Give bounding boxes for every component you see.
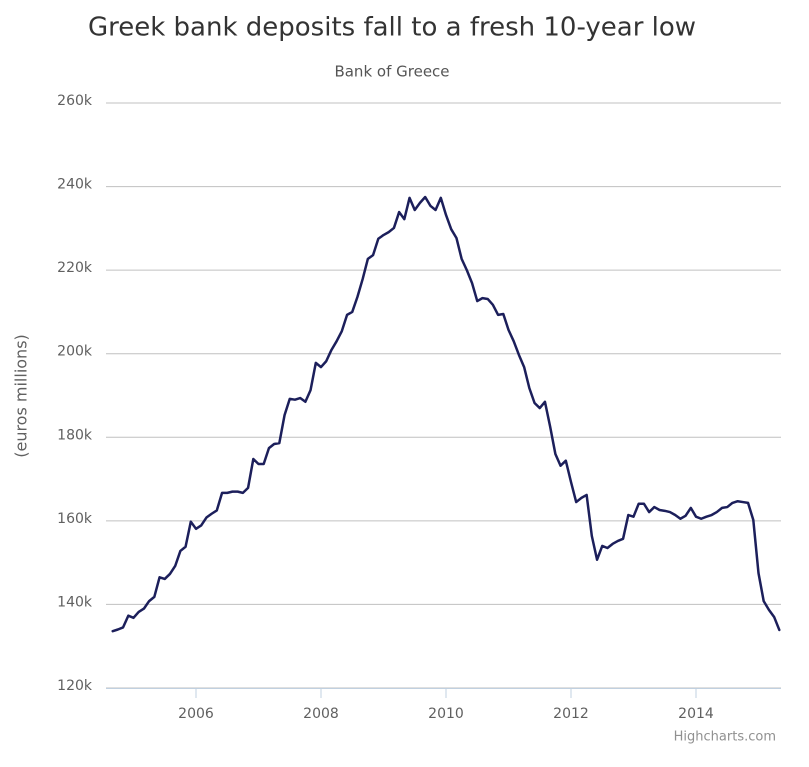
y-tick-label: 260k [57,93,93,109]
y-tick-label: 180k [57,427,93,443]
y-tick-label: 220k [57,260,93,276]
credits[interactable]: Highcharts.com [674,730,776,745]
x-tick-label: 2012 [553,706,589,722]
y-tick-label: 240k [57,177,93,193]
y-tick-label: 200k [57,344,93,360]
x-tick-label: 2008 [303,706,339,722]
x-tick-label: 2014 [678,706,714,722]
x-tick-label: 2010 [428,706,464,722]
y-tick-label: 160k [57,511,93,527]
x-tick-label: 2006 [178,706,214,722]
y-tick-label: 120k [57,678,93,694]
chart-subtitle: Bank of Greece [334,63,449,81]
y-tick-label: 140k [57,594,93,610]
chart-title: Greek bank deposits fall to a fresh 10-y… [88,13,696,43]
data-line [111,195,781,633]
y-axis-label: (euros millions) [12,334,31,458]
